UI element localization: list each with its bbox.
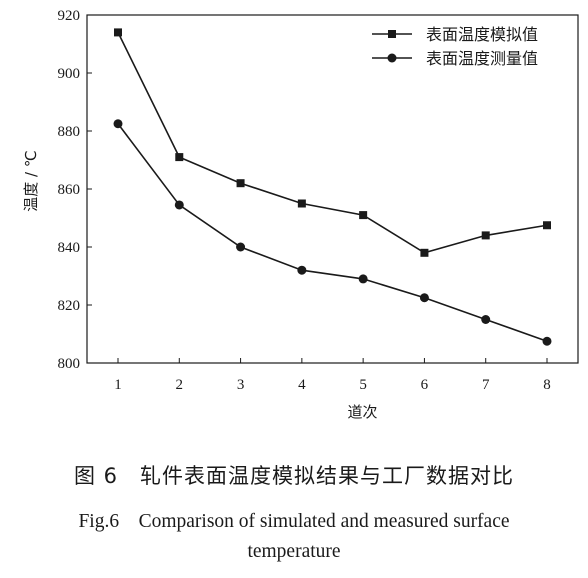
x-axis-label: 道次 [347,403,377,421]
axes: 1 2 3 4 5 6 7 8 800 820 840 860 880 900 920 [58,8,579,393]
x-tick-label: 6 [421,377,429,393]
series-2 [113,119,552,346]
legend-entry: 表面温度测量值 [372,49,538,68]
data-point [481,315,491,324]
data-point [297,265,307,275]
series-line [117,32,548,254]
data-point [175,153,184,162]
x-tick-label: 7 [482,377,490,393]
y-tick-label: 920 [58,8,81,24]
y-axis-label: 温度 / ℃ [22,150,40,211]
data-point [542,336,552,346]
series-layer [113,28,552,346]
data-point [420,248,429,257]
legend-label: 表面温度模拟值 [426,25,538,44]
y-tick-label: 900 [58,66,81,82]
data-point [236,242,246,252]
y-tick-label: 840 [58,240,81,256]
data-point [113,119,123,129]
y-tick-label: 820 [58,298,81,314]
x-tick-label: 3 [237,377,245,393]
x-tick-label: 2 [176,377,184,393]
x-tick-label: 4 [298,377,306,393]
figure-caption-en-line1: Fig.6 Comparison of simulated and measur… [78,511,510,532]
data-point [419,293,429,303]
data-point [543,221,551,230]
legend-label: 表面温度测量值 [426,49,538,68]
data-point [174,200,184,210]
series-line [117,123,548,343]
figure-caption-en-line2: temperature [247,541,341,562]
data-point [359,211,368,220]
legend-marker [388,30,396,38]
series-1 [114,28,551,257]
x-tick-label: 1 [114,377,122,393]
y-tick-label: 880 [58,124,81,140]
line-chart: 1 2 3 4 5 6 7 8 800 820 840 860 880 900 920 表面温度模拟值表面温… [22,8,579,421]
data-point [358,274,368,284]
x-tick-label: 5 [359,377,367,393]
y-tick-label: 800 [58,356,81,372]
legend-entry: 表面温度模拟值 [372,25,538,44]
data-point [236,179,245,188]
data-point [297,199,306,208]
figure-caption-cn: 图 6 轧件表面温度模拟结果与工厂数据对比 [73,464,515,488]
data-point [114,28,122,37]
data-point [481,231,490,240]
legend-marker [387,53,397,63]
y-tick-label: 860 [58,182,81,198]
x-tick-label: 8 [543,377,551,393]
